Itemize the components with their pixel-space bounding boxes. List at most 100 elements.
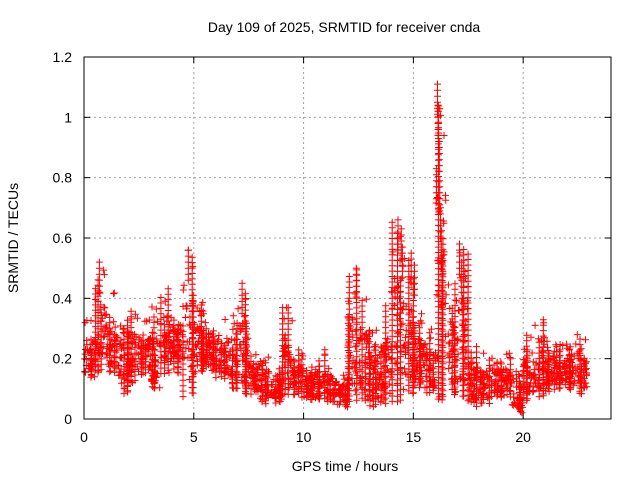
data-point: [251, 373, 259, 381]
data-point: [416, 380, 424, 388]
data-point: [272, 399, 280, 407]
data-point: [515, 405, 523, 413]
data-point: [264, 353, 272, 361]
data-point: [279, 391, 287, 398]
data-point: [207, 360, 214, 368]
data-point: [489, 366, 496, 374]
plot-frame: [83, 56, 612, 420]
data-point: [237, 326, 245, 334]
data-point: [278, 370, 286, 378]
data-point: [115, 362, 123, 370]
data-point: [435, 119, 443, 127]
y-tick-label: 0.2: [53, 351, 73, 367]
data-point: [182, 344, 190, 352]
data-point: [438, 396, 446, 404]
data-point: [488, 354, 496, 362]
data-point: [503, 350, 511, 358]
data-point: [133, 314, 141, 322]
data-point: [576, 387, 584, 395]
data-point: [138, 371, 146, 378]
data-point: [476, 378, 484, 386]
data-point: [435, 144, 443, 151]
data-point: [258, 398, 266, 406]
data-point: [257, 377, 265, 384]
data-point: [352, 282, 360, 290]
y-tick-label: 0: [64, 411, 72, 427]
data-point: [223, 356, 231, 364]
data-point: [92, 366, 100, 374]
data-point: [499, 386, 507, 394]
y-tick-label: 1.2: [53, 49, 73, 65]
data-point: [373, 358, 381, 366]
data-point: [394, 234, 402, 242]
data-point: [290, 365, 298, 373]
data-point: [397, 237, 405, 245]
data-point: [411, 261, 418, 269]
data-point: [466, 374, 474, 382]
data-point: [535, 393, 543, 401]
data-point: [456, 240, 463, 248]
data-point: [454, 350, 462, 358]
data-point: [497, 393, 505, 400]
data-point: [189, 389, 197, 397]
data-point: [261, 397, 269, 405]
data-point: [467, 398, 475, 406]
y-tick-label: 0.4: [53, 290, 73, 306]
data-point: [184, 264, 192, 272]
data-point: [400, 341, 408, 349]
data-point: [148, 383, 156, 391]
data-point: [437, 264, 445, 272]
data-point: [444, 281, 452, 289]
data-point: [352, 288, 360, 296]
data-point: [553, 381, 561, 389]
data-point: [169, 323, 177, 331]
data-point: [191, 368, 199, 376]
data-point: [135, 334, 143, 342]
data-point: [215, 332, 223, 339]
data-point: [437, 246, 445, 254]
data-point: [100, 266, 108, 274]
data-point: [456, 246, 463, 254]
data-point: [458, 264, 466, 272]
data-point: [582, 336, 589, 344]
data-point: [229, 312, 237, 320]
data-point: [367, 352, 375, 360]
x-axis-label: GPS time / hours: [292, 458, 399, 474]
data-point: [527, 333, 535, 341]
data-point: [543, 337, 551, 345]
data-point: [459, 392, 467, 400]
data-point: [371, 342, 379, 350]
data-point: [435, 131, 443, 139]
data-point: [179, 393, 187, 401]
data-point: [157, 370, 165, 378]
data-point: [95, 276, 103, 284]
data-point: [477, 399, 485, 407]
data-point: [161, 297, 169, 305]
data-point: [433, 291, 441, 299]
data-point: [485, 400, 493, 407]
data-point: [431, 377, 438, 385]
data-point: [181, 314, 189, 321]
data-point: [394, 240, 402, 248]
data-point: [534, 335, 542, 343]
data-point: [434, 92, 441, 100]
data-point: [398, 261, 406, 269]
data-point: [436, 207, 444, 215]
data-point: [434, 395, 442, 403]
data-point: [116, 353, 124, 361]
data-point: [285, 384, 293, 391]
data-point: [193, 304, 201, 312]
data-point: [124, 388, 132, 396]
data-point: [201, 319, 209, 327]
data-point: [458, 270, 466, 278]
chart-title: Day 109 of 2025, SRMTID for receiver cnd…: [208, 19, 481, 35]
data-point: [397, 231, 405, 239]
data-point: [439, 392, 447, 400]
data-point: [96, 348, 103, 356]
data-point: [117, 336, 125, 344]
data-point: [357, 326, 364, 333]
data-point: [581, 374, 588, 382]
data-point: [581, 359, 589, 367]
data-point: [106, 368, 114, 376]
data-point: [225, 338, 232, 346]
